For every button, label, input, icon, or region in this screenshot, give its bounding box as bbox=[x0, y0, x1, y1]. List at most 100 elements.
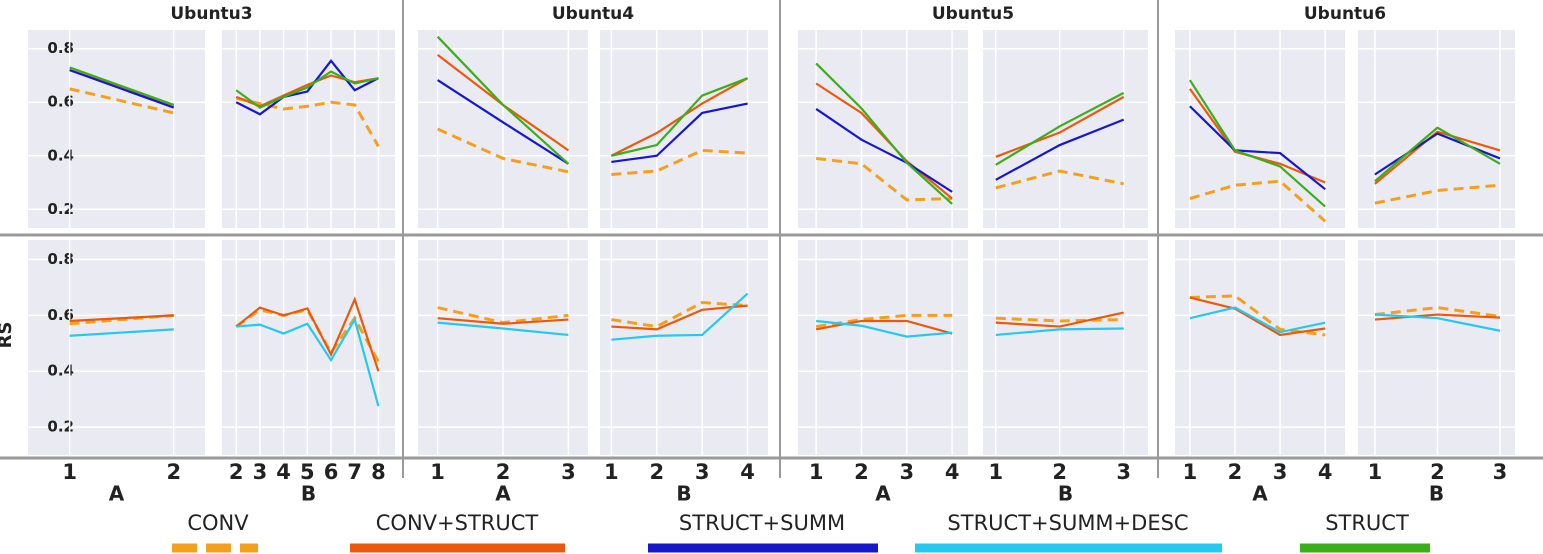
series-line bbox=[437, 306, 569, 325]
x-tick-label: 3 bbox=[1273, 460, 1288, 484]
x-axis-label: B bbox=[1429, 482, 1444, 506]
series-line bbox=[611, 304, 748, 331]
x-axis-label: B bbox=[1058, 482, 1073, 506]
series-line bbox=[995, 118, 1125, 181]
group-title: Ubuntu5 bbox=[932, 4, 1014, 24]
x-axis-label: A bbox=[495, 482, 511, 506]
x-tick-label: 3 bbox=[695, 460, 710, 484]
series-line bbox=[995, 316, 1124, 323]
legend-label: STRUCT+SUMM+DESC bbox=[947, 511, 1188, 535]
x-axis-label: B bbox=[676, 482, 691, 506]
y-tick-label: 0.6 bbox=[47, 93, 74, 111]
x-tick-label: 8 bbox=[371, 460, 386, 484]
legend-label: STRUCT+SUMM bbox=[679, 511, 845, 535]
group-title: Ubuntu6 bbox=[1304, 4, 1386, 24]
series-line bbox=[815, 319, 953, 335]
y-tick-label: 0.4 bbox=[47, 362, 74, 380]
series-line bbox=[437, 321, 569, 337]
plot-background bbox=[222, 240, 395, 455]
series-line bbox=[437, 79, 569, 165]
plot-background bbox=[1358, 240, 1515, 455]
x-tick-label: 2 bbox=[1052, 460, 1067, 484]
series-line bbox=[1374, 313, 1501, 321]
series-line bbox=[995, 95, 1125, 158]
x-tick-label: 6 bbox=[324, 460, 339, 484]
series-line bbox=[815, 62, 953, 205]
plot-background bbox=[1175, 240, 1345, 455]
series-line bbox=[436, 127, 569, 174]
x-tick-label: 2 bbox=[496, 460, 511, 484]
plot-background bbox=[600, 240, 768, 455]
series-line bbox=[69, 69, 175, 109]
x-tick-label: 4 bbox=[740, 460, 755, 484]
series-line bbox=[995, 169, 1124, 190]
x-tick-label: 1 bbox=[430, 460, 445, 484]
plot-background bbox=[222, 30, 395, 228]
x-tick-label: 4 bbox=[945, 460, 960, 484]
x-tick-label: 2 bbox=[649, 460, 664, 484]
series-line bbox=[1189, 105, 1326, 191]
legend-label: STRUCT bbox=[1325, 511, 1409, 535]
x-tick-label: 2 bbox=[1228, 460, 1243, 484]
plot-background bbox=[28, 240, 205, 455]
y-axis-label: RS bbox=[0, 322, 16, 349]
x-tick-label: 2 bbox=[854, 460, 869, 484]
x-tick-label: 5 bbox=[300, 460, 315, 484]
series-line bbox=[611, 292, 749, 341]
x-tick-label: 2 bbox=[166, 460, 181, 484]
series-line bbox=[995, 327, 1124, 337]
series-line bbox=[1188, 79, 1326, 208]
series-line bbox=[611, 102, 748, 164]
x-tick-label: 1 bbox=[1368, 460, 1383, 484]
y-tick-label: 0.4 bbox=[47, 146, 74, 164]
y-tick-label: 0.8 bbox=[47, 250, 74, 268]
x-tick-label: 1 bbox=[62, 460, 77, 484]
series-line bbox=[1374, 126, 1501, 183]
plot-background bbox=[1175, 30, 1345, 228]
series-line bbox=[610, 77, 749, 157]
series-line bbox=[1374, 306, 1501, 318]
series-line bbox=[611, 77, 748, 157]
series-line bbox=[815, 156, 953, 202]
x-tick-label: 3 bbox=[253, 460, 268, 484]
x-tick-label: 1 bbox=[1183, 460, 1198, 484]
x-tick-label: 3 bbox=[899, 460, 914, 484]
series-line bbox=[611, 148, 748, 176]
series-line bbox=[69, 328, 174, 337]
series-line bbox=[1189, 306, 1326, 334]
y-tick-label: 0.8 bbox=[47, 39, 74, 57]
x-axis-label: A bbox=[109, 482, 125, 506]
x-axis-label: A bbox=[1252, 482, 1268, 506]
legend-label: CONV+STRUCT bbox=[376, 511, 539, 535]
x-tick-label: 3 bbox=[1116, 460, 1131, 484]
x-tick-label: 7 bbox=[347, 460, 362, 484]
series-line bbox=[1374, 313, 1501, 332]
series-line bbox=[1189, 294, 1326, 337]
series-line bbox=[1374, 132, 1501, 176]
series-line bbox=[1189, 179, 1327, 223]
plot-background bbox=[983, 240, 1148, 455]
series-line bbox=[69, 314, 174, 323]
series-line bbox=[995, 91, 1125, 166]
legend-label: CONV bbox=[187, 511, 249, 535]
x-tick-label: 2 bbox=[229, 460, 244, 484]
series-line bbox=[235, 70, 379, 109]
x-tick-label: 1 bbox=[809, 460, 824, 484]
x-tick-label: 2 bbox=[1430, 460, 1445, 484]
series-line bbox=[611, 301, 748, 329]
x-axis-label: A bbox=[875, 482, 891, 506]
y-tick-label: 0.2 bbox=[47, 418, 74, 436]
x-tick-label: 3 bbox=[1493, 460, 1508, 484]
series-line bbox=[235, 296, 380, 372]
y-tick-label: 0.2 bbox=[47, 200, 74, 218]
series-line bbox=[816, 319, 953, 338]
series-line bbox=[1374, 183, 1501, 205]
series-line bbox=[815, 108, 953, 193]
series-line bbox=[235, 96, 380, 148]
series-line bbox=[1189, 296, 1326, 337]
x-tick-label: 3 bbox=[561, 460, 576, 484]
group-title: Ubuntu3 bbox=[170, 4, 252, 24]
series-line bbox=[437, 317, 569, 325]
series-line bbox=[995, 311, 1124, 328]
